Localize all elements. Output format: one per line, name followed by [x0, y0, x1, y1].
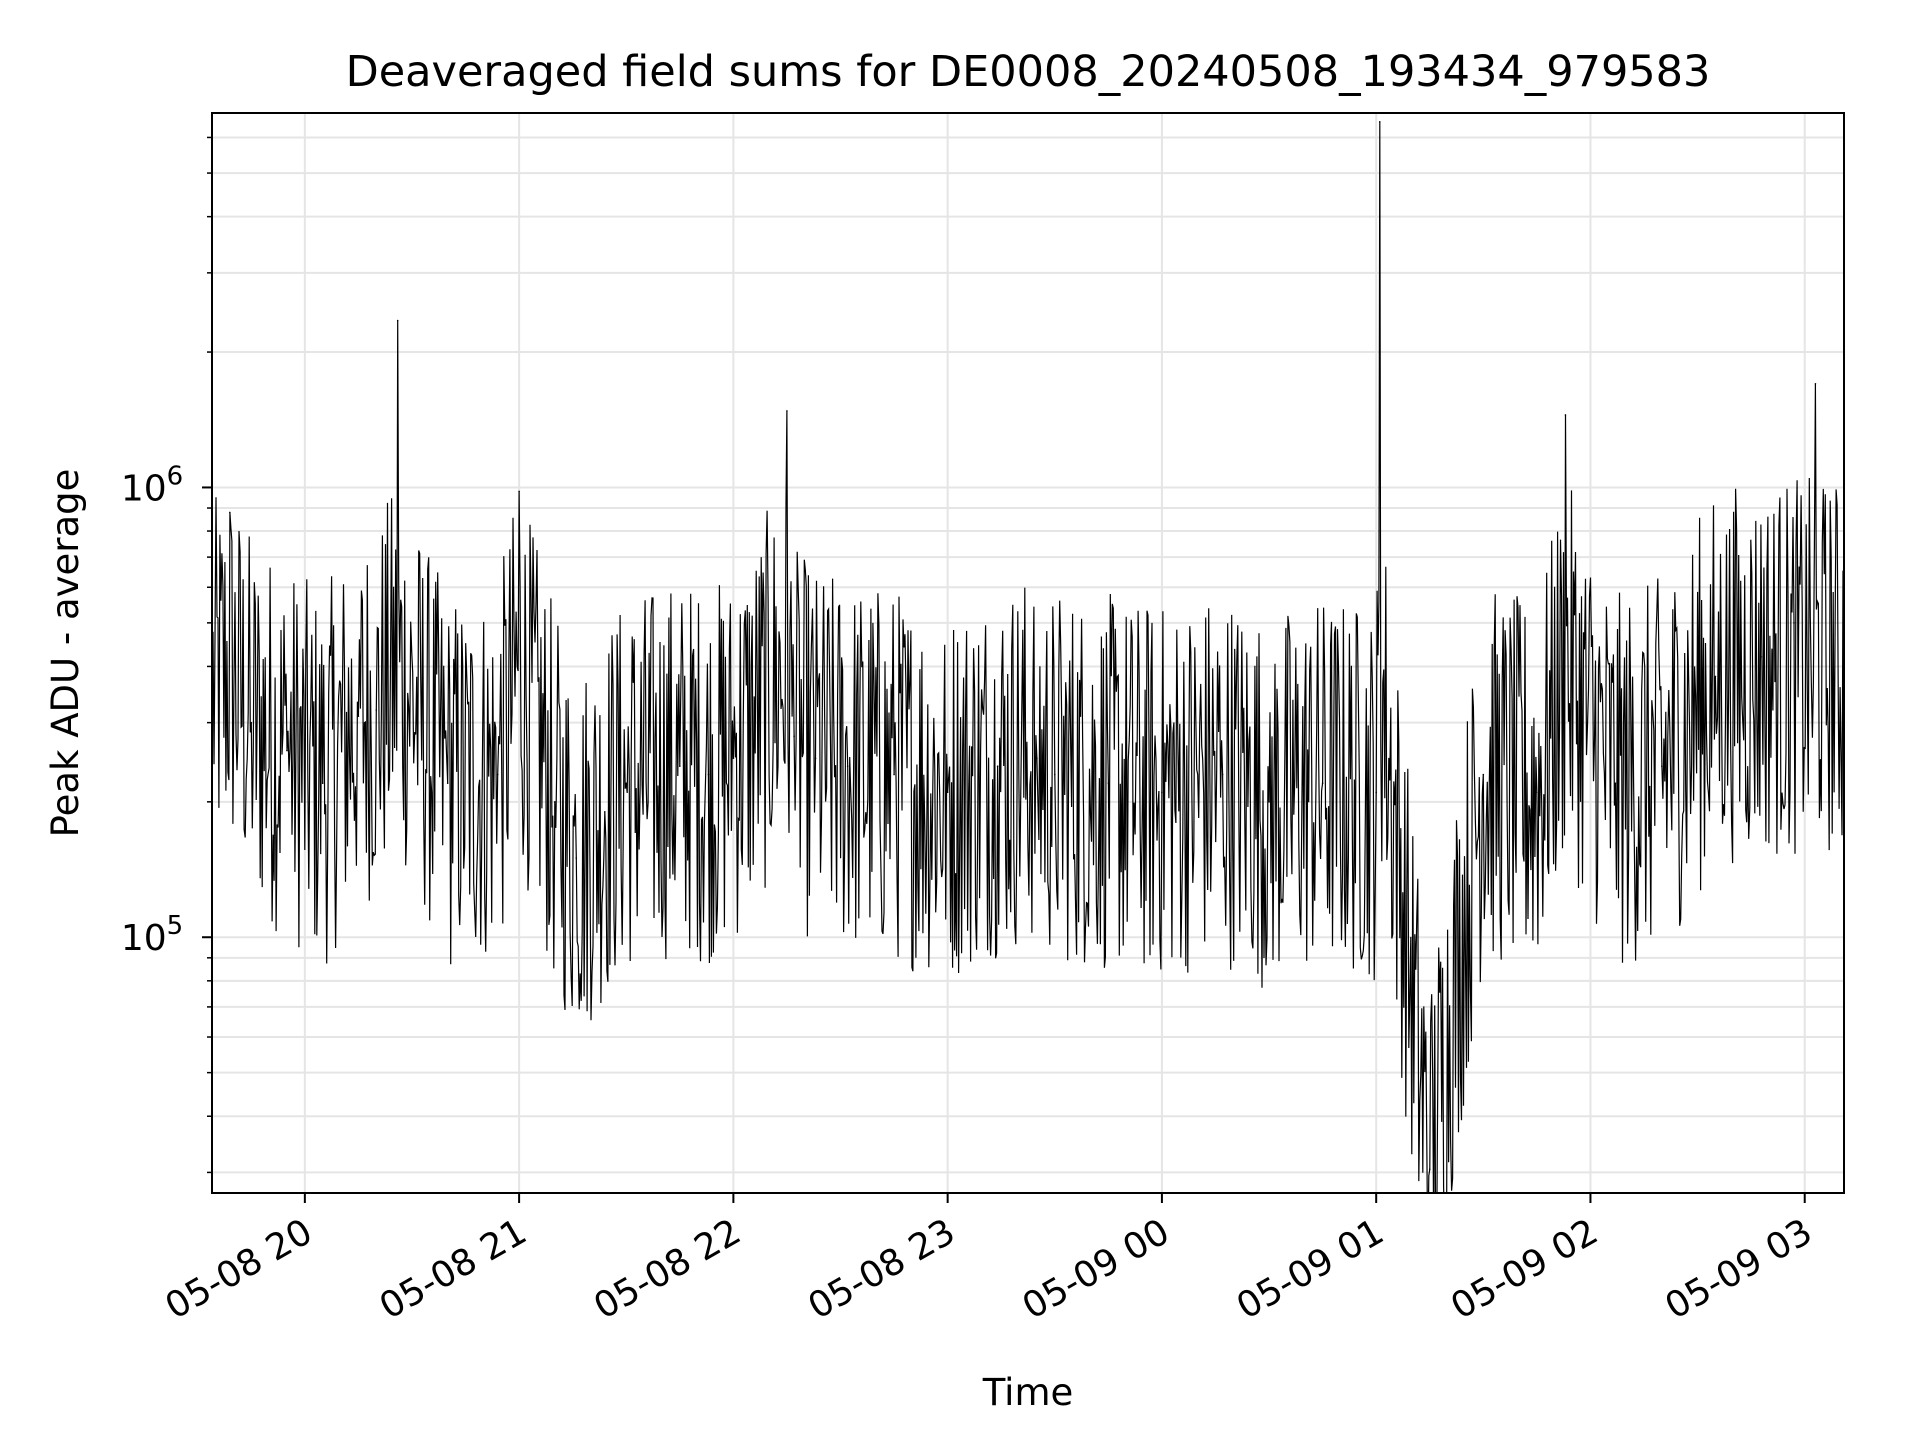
x-tick-label: 05-08 23 — [801, 1211, 962, 1327]
data-point — [846, 765, 849, 768]
data-point — [396, 319, 399, 322]
data-point — [893, 773, 895, 776]
data-point — [554, 801, 556, 803]
data-point — [604, 811, 606, 813]
data-point — [1428, 1168, 1431, 1170]
data-point — [1793, 622, 1795, 624]
data-point — [1564, 414, 1567, 416]
y-tick-label: 105 — [121, 911, 183, 959]
data-point — [1036, 757, 1038, 760]
data-point — [1614, 782, 1617, 785]
x-tick-label: 05-09 03 — [1659, 1211, 1820, 1327]
data-point — [496, 773, 499, 776]
data-point — [1761, 656, 1763, 658]
data-point — [1375, 791, 1377, 794]
data-point — [1161, 791, 1163, 794]
data-point — [996, 765, 999, 768]
data-point — [1714, 675, 1717, 678]
x-tick-label: 05-09 02 — [1444, 1211, 1605, 1327]
data-point — [1661, 765, 1663, 768]
data-point — [1814, 382, 1817, 385]
y-tick-label: 106 — [121, 461, 183, 509]
data-point — [793, 735, 795, 737]
data-point — [732, 757, 735, 760]
data-point — [946, 791, 949, 794]
data-point — [1536, 791, 1538, 794]
x-axis-label: Time — [982, 1371, 1074, 1414]
data-point — [1053, 773, 1056, 776]
data-point — [229, 511, 231, 514]
data-point — [679, 765, 681, 768]
data-point — [1321, 782, 1324, 785]
data-point — [1221, 773, 1224, 776]
chart-title: Deaveraged field sums for DE0008_2024050… — [346, 47, 1711, 97]
data-point — [625, 782, 628, 785]
series-layer — [212, 121, 1844, 1193]
data-point — [321, 782, 324, 785]
series-line — [212, 121, 1844, 1193]
data-point — [357, 715, 360, 718]
x-tick-label: 05-09 00 — [1016, 1211, 1177, 1327]
x-tick-label: 05-08 20 — [159, 1211, 320, 1327]
data-point — [575, 857, 578, 859]
data-point — [707, 773, 710, 776]
x-tick-label: 05-08 21 — [373, 1211, 534, 1327]
data-point — [786, 410, 788, 412]
data-point — [1107, 782, 1110, 785]
x-tick-label: 05-09 01 — [1230, 1211, 1391, 1327]
data-point — [375, 709, 378, 711]
data-point — [1482, 773, 1485, 776]
data-point — [1378, 121, 1381, 123]
data-point — [814, 757, 817, 760]
data-point — [286, 749, 288, 752]
data-point — [1268, 801, 1270, 803]
y-axis-label: Peak ADU - average — [44, 469, 87, 838]
data-point — [446, 782, 449, 785]
x-tick-label: 05-08 22 — [587, 1211, 748, 1327]
data-point — [518, 490, 520, 493]
plot-frame — [211, 112, 1845, 1194]
data-point — [250, 721, 253, 724]
